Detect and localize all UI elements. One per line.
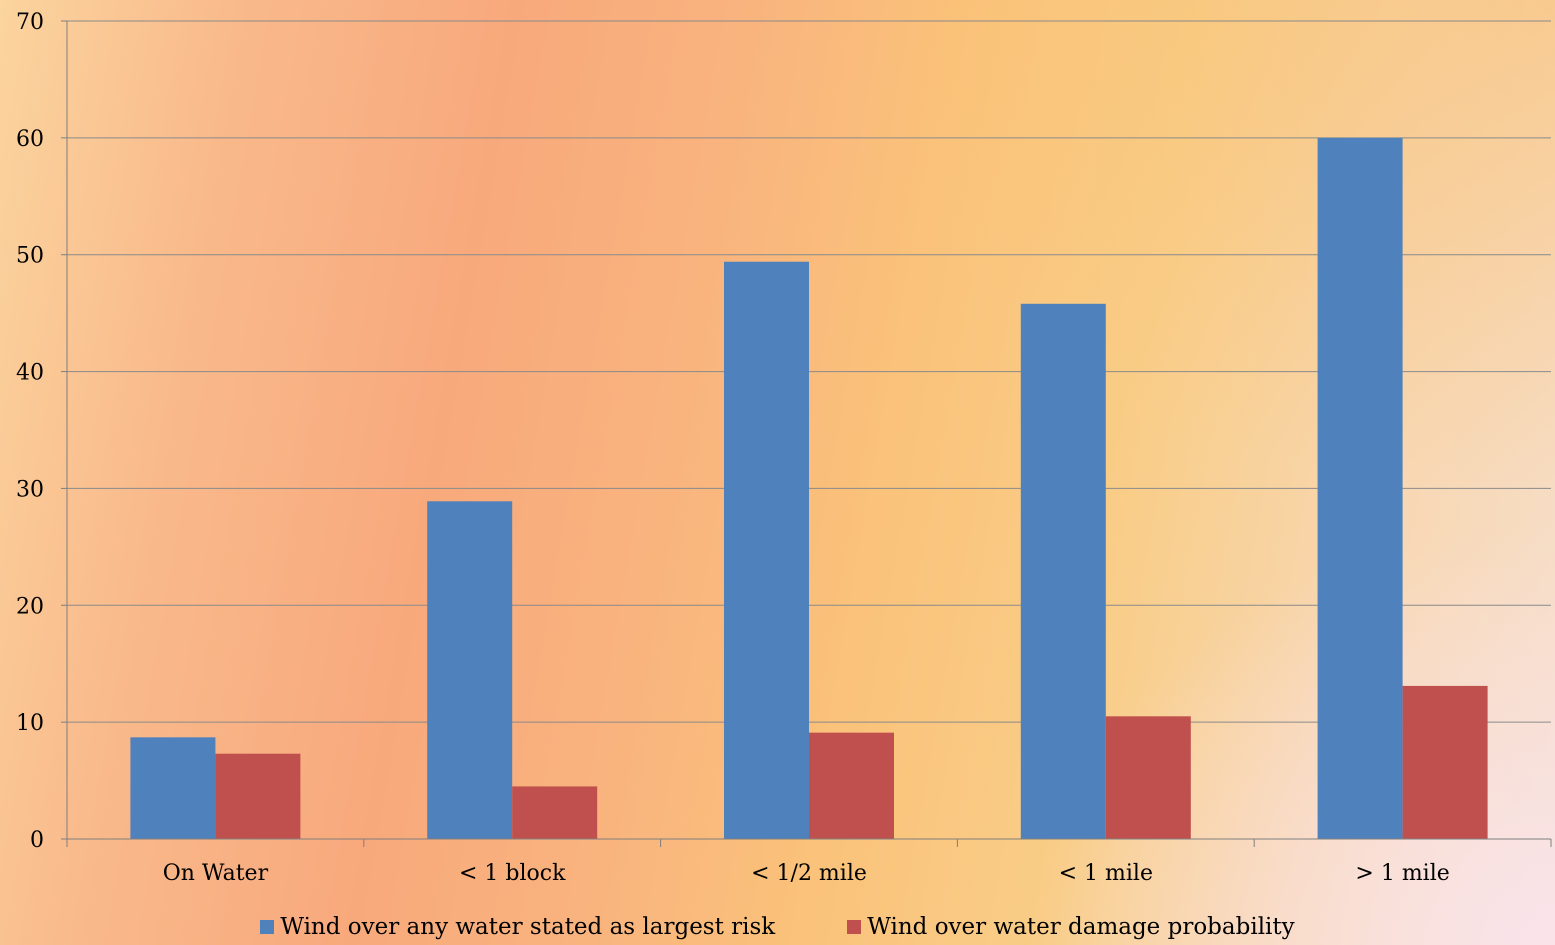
bar-series-1 xyxy=(1317,137,1403,839)
legend: Wind over any water stated as largest ri… xyxy=(0,909,1555,945)
x-tick-label: < 1 mile xyxy=(1059,861,1153,886)
y-tick-label: 0 xyxy=(30,828,44,853)
bar-series-2 xyxy=(215,753,301,839)
axes xyxy=(61,20,1552,847)
bar-series-1 xyxy=(130,737,216,839)
legend-swatch-series-1 xyxy=(260,920,275,934)
x-tick-label: > 1 mile xyxy=(1355,861,1449,886)
y-tick-label: 70 xyxy=(16,10,44,35)
legend-swatch-series-2 xyxy=(847,920,862,934)
bar-series-1 xyxy=(427,501,513,839)
bar-series-2 xyxy=(512,786,598,839)
legend-label-series-1: Wind over any water stated as largest ri… xyxy=(280,914,776,940)
y-tick-label: 10 xyxy=(16,711,44,736)
y-axis-tick-labels: 0 10 20 30 40 50 60 70 xyxy=(16,10,44,853)
bar-series-2 xyxy=(1105,716,1191,839)
bar-series-2 xyxy=(1402,685,1488,839)
legend-label-series-2: Wind over water damage probability xyxy=(867,914,1295,940)
x-tick-label: < 1 block xyxy=(459,861,566,886)
y-tick-label: 20 xyxy=(16,594,44,619)
bars xyxy=(130,137,1488,839)
bar-series-1 xyxy=(1020,303,1106,839)
legend-item-series-2: Wind over water damage probability xyxy=(847,914,1295,940)
y-tick-label: 40 xyxy=(16,361,44,386)
legend-item-series-1: Wind over any water stated as largest ri… xyxy=(260,914,775,940)
bar-series-2 xyxy=(809,732,894,839)
y-tick-label: 30 xyxy=(16,477,44,502)
y-tick-label: 50 xyxy=(16,244,44,269)
y-tick-label: 60 xyxy=(16,127,44,152)
x-axis-tick-labels: On Water < 1 block < 1/2 mile < 1 mile > 1 m… xyxy=(163,861,1450,886)
x-tick-label: < 1/2 mile xyxy=(751,861,867,886)
x-tick-label: On Water xyxy=(163,861,269,886)
bar-series-1 xyxy=(724,261,809,839)
